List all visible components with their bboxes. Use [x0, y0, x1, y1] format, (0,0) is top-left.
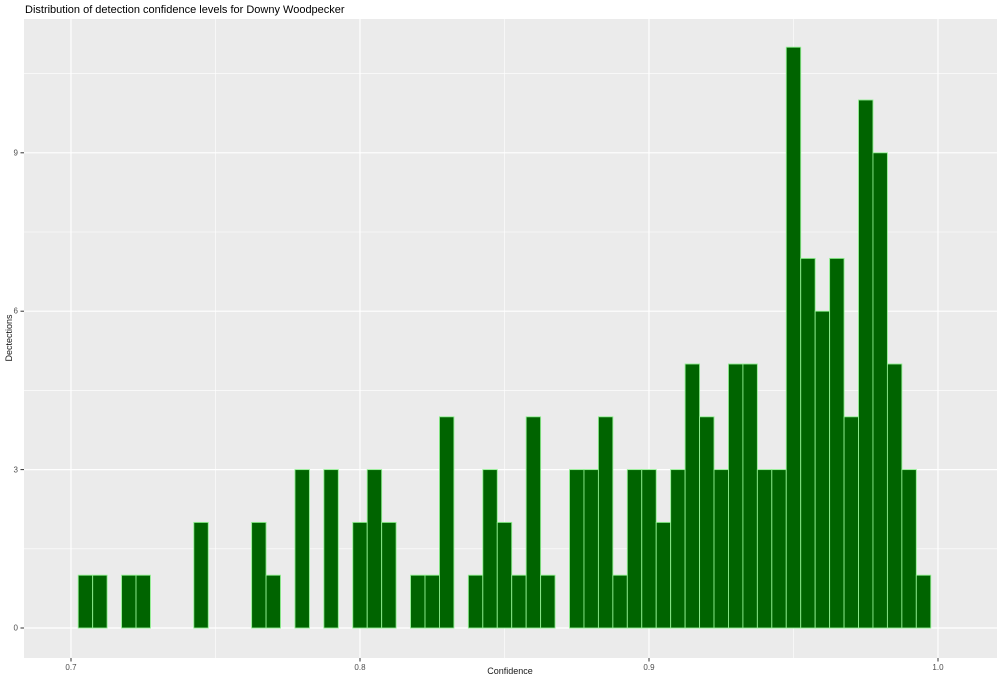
histogram-bar: [525, 416, 542, 629]
histogram-bar: [901, 469, 917, 629]
histogram-bar: [843, 416, 859, 629]
histogram-bar: [439, 416, 455, 629]
histogram-bar: [742, 363, 758, 629]
x-tick-label: 0.7: [65, 663, 77, 672]
histogram-bar: [915, 574, 932, 629]
x-tick-label: 1.0: [932, 663, 944, 672]
histogram-bar: [829, 257, 845, 629]
histogram-bar: [728, 363, 744, 629]
histogram-bar: [121, 574, 137, 629]
y-tick-label: 9: [13, 148, 18, 158]
histogram-bar: [352, 521, 368, 629]
histogram-bar: [511, 574, 527, 629]
histogram-bar: [583, 469, 599, 629]
histogram-bar: [366, 469, 383, 629]
histogram-bar: [886, 363, 903, 629]
histogram-bar: [135, 574, 151, 629]
histogram-bar: [756, 469, 773, 629]
histogram-bar: [424, 574, 440, 629]
histogram-bar: [670, 469, 686, 629]
histogram-bar: [496, 521, 513, 629]
y-axis-title: Dectections: [4, 314, 14, 362]
x-tick-label: 0.9: [643, 663, 655, 672]
histogram-bar: [251, 521, 267, 629]
x-tick-label: 0.8: [354, 663, 366, 672]
y-tick-label: 6: [13, 306, 18, 316]
histogram-bar: [193, 521, 209, 629]
histogram-bar: [540, 574, 556, 629]
histogram-bar: [569, 469, 585, 629]
histogram-bar: [655, 521, 672, 629]
x-axis-title: Confidence: [487, 666, 533, 676]
histogram-bar: [323, 469, 339, 629]
histogram-bar: [713, 469, 729, 629]
histogram-bar: [482, 469, 498, 629]
histogram-bar: [641, 469, 657, 629]
histogram-bar: [92, 574, 108, 629]
histogram-bar: [597, 416, 614, 629]
histogram-bar: [467, 574, 484, 629]
y-tick-label: 3: [13, 465, 18, 475]
histogram-bar: [872, 152, 888, 629]
histogram-bar: [77, 574, 94, 629]
histogram-bar: [294, 469, 310, 629]
y-tick-label: 0: [13, 623, 18, 633]
histogram-bar: [800, 257, 816, 629]
histogram-bar: [785, 46, 802, 629]
histogram-bar: [381, 521, 397, 629]
histogram-bar: [410, 574, 426, 629]
histogram-bar: [699, 416, 715, 629]
histogram-bar: [265, 574, 281, 629]
histogram-bar: [612, 574, 628, 629]
histogram-bar: [858, 99, 874, 629]
histogram-bar: [814, 310, 831, 629]
chart-title: Distribution of detection confidence lev…: [25, 4, 345, 16]
histogram-bar: [771, 469, 787, 629]
histogram-bar: [684, 363, 701, 629]
histogram-bar: [626, 469, 643, 629]
